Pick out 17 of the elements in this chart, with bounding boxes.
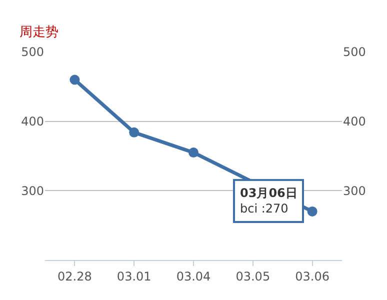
y2-tick-label: 400 [343, 114, 366, 129]
x-tick-label: 02.28 [58, 269, 92, 284]
x-tick-label: 03.06 [295, 269, 330, 284]
x-tick-label: 03.01 [116, 269, 152, 284]
chart-title: 周走势 [19, 25, 58, 40]
point [70, 74, 80, 85]
y2-tick-label: 500 [343, 45, 366, 60]
point [307, 206, 318, 216]
point [129, 127, 140, 138]
y2-tick-label: 300 [343, 184, 366, 198]
y-tick-label: 300 [21, 184, 44, 198]
annotation: 03月06日 bci :270 [240, 186, 298, 216]
x-tick-label: 03.05 [236, 269, 270, 284]
y-tick-label: 400 [21, 114, 44, 129]
point [188, 148, 198, 158]
y-tick-label: 500 [21, 45, 44, 60]
x-tick-label: 03.04 [176, 269, 211, 284]
